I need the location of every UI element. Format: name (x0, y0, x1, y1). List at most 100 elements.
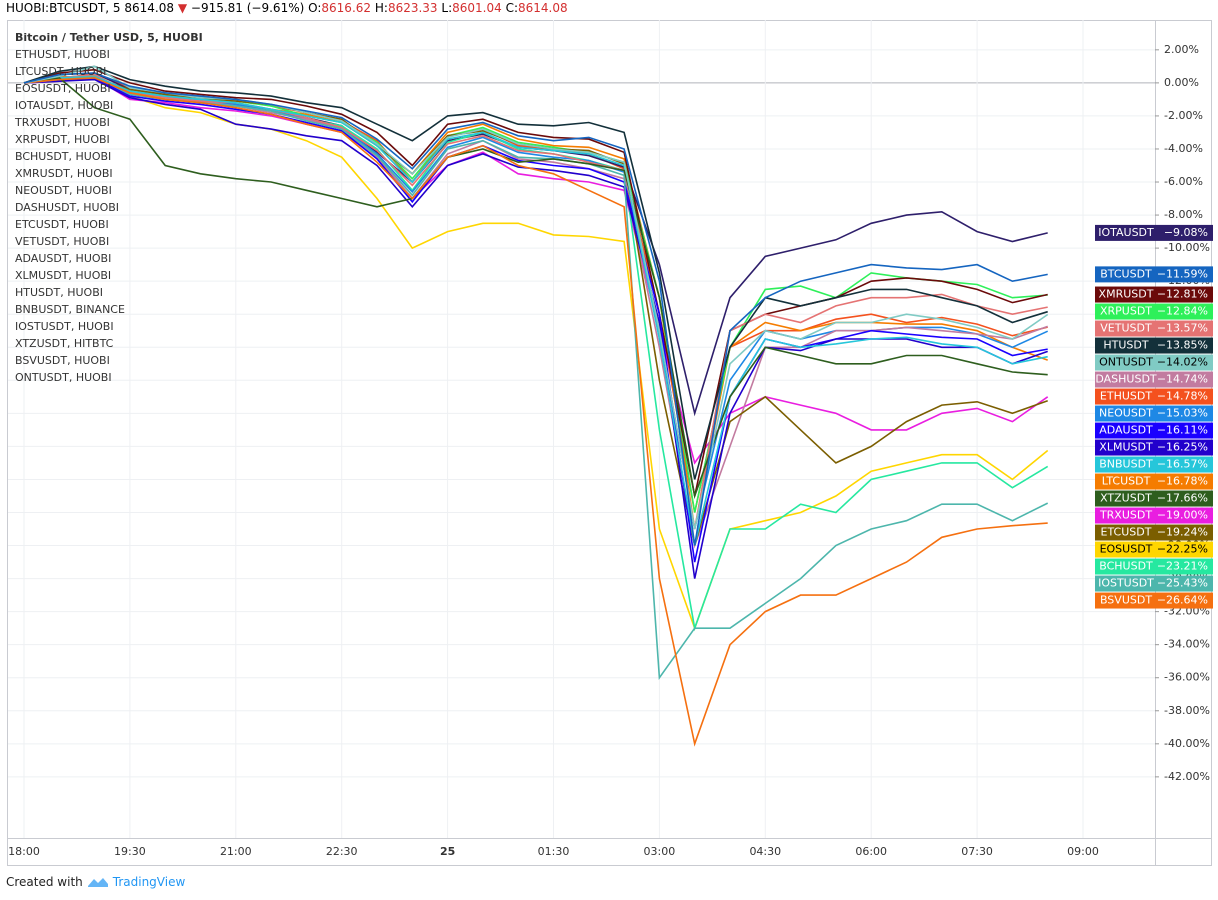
badge-name: ADAUSDT (1099, 424, 1153, 437)
badge (1095, 320, 1213, 337)
badge-value: −12.81% (1157, 288, 1208, 301)
legend-entry: DASHUSDT, HUOBI (15, 201, 119, 214)
y-tick-label: -6.00% (1164, 175, 1203, 188)
badge-name: LTCUSDT (1102, 475, 1151, 488)
o-label: O: (308, 1, 322, 15)
x-tick-label: 03:00 (644, 845, 676, 858)
y-tick-label: -10.00% (1164, 241, 1210, 254)
y-tick-label: -34.00% (1164, 638, 1210, 651)
badge (1095, 266, 1213, 283)
badge-name: BSVUSDT (1100, 594, 1152, 607)
badge-name: VETUSDT (1100, 322, 1152, 335)
series-line (23, 75, 1048, 546)
legend-entry: HTUSDT, HUOBI (15, 286, 103, 299)
series-line (23, 72, 1048, 546)
badge-name: TRXUSDT (1099, 509, 1152, 522)
legend-entry: BNBUSDT, BINANCE (15, 303, 125, 316)
badges: IOTAUSDT −9.08% BTCUSDT −11.59%XMRUSDT −12.8… (1095, 224, 1213, 609)
low: 8601.04 (452, 1, 502, 15)
badge (1095, 371, 1213, 388)
change: −915.81 (−9.61%) (190, 1, 305, 15)
footer: Created with TradingView (6, 875, 185, 889)
badge-name: NEOUSDT (1099, 407, 1153, 420)
series-line (23, 77, 1048, 500)
badge (1095, 507, 1213, 524)
badge-name: ETHUSDT (1100, 390, 1152, 403)
x-tick-label: 25 (440, 845, 455, 858)
logo (87, 878, 108, 887)
legend: Bitcoin / Tether USD, 5, HUOBI ETHUSDT, … (14, 31, 203, 384)
legend-entry: ETCUSDT, HUOBI (15, 218, 109, 231)
badge-value: −14.74% (1157, 373, 1208, 386)
legend-entry: TRXUSDT, HUOBI (14, 116, 110, 129)
series-line (23, 73, 1048, 530)
series-line (23, 77, 1049, 465)
series-line (23, 65, 1048, 480)
badge (1095, 524, 1213, 541)
badge-name: XTZUSDT (1100, 492, 1152, 505)
h-label: H: (374, 1, 388, 15)
badge (1095, 575, 1213, 592)
legend-entry: XRPUSDT, HUOBI (15, 133, 110, 146)
x-tick-label: 07:30 (961, 845, 993, 858)
series-line (23, 77, 1048, 747)
created: Created with (6, 875, 83, 889)
badge-name: BNBUSDT (1099, 458, 1153, 471)
badge-value: −19.24% (1157, 526, 1208, 539)
badge-name: ONTUSDT (1099, 356, 1153, 369)
badge-value: −13.85% (1157, 339, 1208, 352)
x-tick-label: 21:00 (220, 845, 252, 858)
badge (1095, 558, 1213, 575)
badge (1095, 286, 1213, 303)
badge-name: EOSUSDT (1100, 543, 1153, 556)
badge-name: XLMUSDT (1099, 441, 1153, 454)
badge (1095, 303, 1213, 320)
brand: TradingView (112, 875, 186, 889)
c-label: C: (505, 1, 518, 15)
chart: Bitcoin / Tether USD, 5, HUOBI ETHUSDT, … (7, 20, 1213, 866)
axes: 2.00% 0.00% -2.00% -4.00% -6.00% -8.00% -10.00… (8, 43, 1210, 858)
legend-entry: XMRUSDT, HUOBI (15, 167, 113, 180)
badge-value: −16.11% (1157, 424, 1208, 437)
y-tick-label: -8.00% (1164, 208, 1203, 221)
subtitle: Bitcoin / Tether USD, 5, HUOBI (15, 31, 203, 44)
badge-value: −26.64% (1157, 594, 1208, 607)
badge-value: −22.25% (1157, 543, 1208, 556)
badge (1095, 473, 1213, 490)
badge-value: −14.78% (1157, 390, 1208, 403)
y-tick-label: -42.00% (1164, 770, 1210, 783)
legend-entry: LTCUSDT, HUOBI (15, 65, 106, 78)
x-tick-label: 09:00 (1067, 845, 1099, 858)
series-line (23, 72, 1048, 417)
badge-value: −9.08% (1164, 226, 1208, 239)
x-tick-label: 04:30 (749, 845, 781, 858)
badge (1095, 354, 1213, 371)
badge-name: XMRUSDT (1099, 288, 1154, 301)
badge-name: IOSTUSDT (1098, 577, 1154, 590)
x-tick-label: 18:00 (8, 845, 40, 858)
legend-entry: VETUSDT, HUOBI (15, 235, 109, 248)
badge-name: IOTAUSDT (1098, 226, 1154, 239)
y-tick-label: -40.00% (1164, 737, 1210, 750)
badge-value: −12.84% (1157, 305, 1208, 318)
badge-name: XRPUSDT (1100, 305, 1152, 318)
badge (1095, 422, 1213, 439)
open: 8616.62 (321, 1, 372, 15)
y-tick-label: -4.00% (1164, 142, 1203, 155)
badge-value: −25.43% (1157, 577, 1208, 590)
y-tick-label: 2.00% (1164, 43, 1199, 56)
legend-entry: ETHUSDT, HUOBI (15, 48, 110, 61)
y-tick-label: -36.00% (1164, 671, 1210, 684)
legend-entry: IOTAUSDT, HUOBI (15, 99, 113, 112)
legend-entry: XTZUSDT, HITBTC (15, 337, 114, 350)
badge-value: −19.00% (1157, 509, 1208, 522)
y-tick-label: -38.00% (1164, 704, 1210, 717)
badge-name: HTUSDT (1103, 339, 1148, 352)
badge-value: −17.66% (1157, 492, 1208, 505)
series-line (23, 77, 1048, 563)
legend-entry: ADAUSDT, HUOBI (15, 252, 111, 265)
badge-value: −16.57% (1157, 458, 1208, 471)
x-tick-label: 19:30 (114, 845, 146, 858)
badge-value: −15.03% (1157, 407, 1208, 420)
